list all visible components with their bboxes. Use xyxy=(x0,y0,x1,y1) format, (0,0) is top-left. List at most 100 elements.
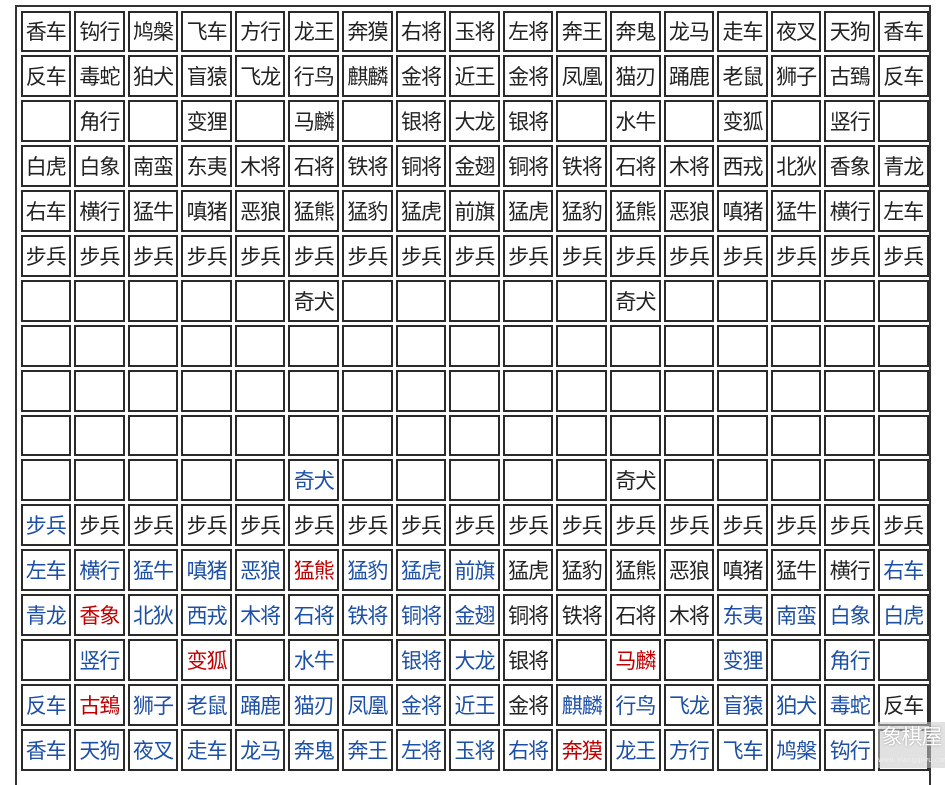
board-square-empty[interactable] xyxy=(663,369,715,412)
board-square-piece[interactable]: 猛牛 xyxy=(770,190,822,232)
board-square-piece[interactable]: 金翅 xyxy=(449,594,500,636)
board-square-piece[interactable]: 反车 xyxy=(20,683,72,726)
board-square-empty[interactable] xyxy=(824,369,875,412)
board-square-piece[interactable]: 左将 xyxy=(395,728,447,771)
board-square-piece[interactable]: 变狸 xyxy=(181,100,232,143)
board-square-empty[interactable] xyxy=(20,414,72,457)
board-square-empty[interactable] xyxy=(610,324,661,367)
board-square-piece[interactable]: 步兵 xyxy=(74,234,125,277)
board-square-empty[interactable] xyxy=(74,369,125,412)
board-square-empty[interactable] xyxy=(127,638,179,681)
board-square-empty[interactable] xyxy=(20,324,72,367)
board-square-piece[interactable]: 步兵 xyxy=(127,234,179,277)
board-square-piece[interactable]: 老鼠 xyxy=(717,55,768,98)
board-square-piece[interactable]: 行鸟 xyxy=(610,683,661,726)
board-square-empty[interactable] xyxy=(770,369,822,412)
board-square-piece[interactable]: 鸠槃 xyxy=(127,10,179,53)
board-square-piece[interactable]: 麒麟 xyxy=(342,55,393,98)
board-square-empty[interactable] xyxy=(20,100,72,143)
board-square-piece[interactable]: 夜叉 xyxy=(770,10,822,53)
board-square-piece[interactable]: 木将 xyxy=(663,145,715,188)
board-square-piece[interactable]: 步兵 xyxy=(663,234,715,277)
board-square-piece[interactable]: 左车 xyxy=(878,190,929,232)
board-square-piece[interactable]: 步兵 xyxy=(717,504,768,547)
board-square-piece[interactable]: 西戎 xyxy=(717,145,768,188)
board-square-piece[interactable]: 奇犬 xyxy=(288,459,340,502)
board-square-piece[interactable]: 嗔猪 xyxy=(181,190,232,232)
board-square-piece[interactable]: 香车 xyxy=(20,10,72,53)
board-square-empty[interactable] xyxy=(502,414,554,457)
board-square-empty[interactable] xyxy=(20,638,72,681)
board-square-piece[interactable]: 右将 xyxy=(502,728,554,771)
board-square-empty[interactable] xyxy=(181,459,232,502)
board-square-empty[interactable] xyxy=(395,324,447,367)
board-square-piece[interactable]: 马麟 xyxy=(610,638,661,681)
board-square-piece[interactable]: 行鸟 xyxy=(288,55,340,98)
board-square-empty[interactable] xyxy=(610,369,661,412)
board-square-empty[interactable] xyxy=(74,279,125,322)
board-square-piece[interactable]: 铜将 xyxy=(502,145,554,188)
board-square-empty[interactable] xyxy=(770,638,822,681)
board-square-empty[interactable] xyxy=(610,414,661,457)
board-square-piece[interactable]: 天狗 xyxy=(824,10,875,53)
board-square-piece[interactable]: 大龙 xyxy=(449,638,500,681)
board-square-piece[interactable]: 金将 xyxy=(395,55,447,98)
board-square-piece[interactable]: 石将 xyxy=(288,145,340,188)
board-square-piece[interactable]: 踊鹿 xyxy=(663,55,715,98)
board-square-piece[interactable]: 步兵 xyxy=(878,504,929,547)
board-square-empty[interactable] xyxy=(288,369,340,412)
board-square-empty[interactable] xyxy=(342,459,393,502)
board-square-piece[interactable]: 步兵 xyxy=(556,234,608,277)
board-square-piece[interactable]: 步兵 xyxy=(717,234,768,277)
board-square-piece[interactable]: 飞龙 xyxy=(234,55,286,98)
board-square-empty[interactable] xyxy=(127,369,179,412)
board-square-piece[interactable]: 西戎 xyxy=(181,594,232,636)
board-square-piece[interactable]: 步兵 xyxy=(20,504,72,547)
board-square-piece[interactable]: 奔鬼 xyxy=(610,10,661,53)
board-square-piece[interactable]: 步兵 xyxy=(556,504,608,547)
board-square-piece[interactable]: 马麟 xyxy=(288,100,340,143)
board-square-empty[interactable] xyxy=(342,414,393,457)
board-square-piece[interactable]: 盲猿 xyxy=(717,683,768,726)
board-square-piece[interactable]: 近王 xyxy=(449,683,500,726)
board-square-piece[interactable]: 铁将 xyxy=(556,145,608,188)
board-square-piece[interactable]: 玉将 xyxy=(449,728,500,771)
board-square-empty[interactable] xyxy=(663,279,715,322)
board-square-piece[interactable]: 左车 xyxy=(20,549,72,592)
board-square-piece[interactable]: 水牛 xyxy=(288,638,340,681)
board-square-empty[interactable] xyxy=(824,279,875,322)
board-square-empty[interactable] xyxy=(181,279,232,322)
board-square-piece[interactable]: 毒蛇 xyxy=(824,683,875,726)
board-square-piece[interactable]: 奔鬼 xyxy=(288,728,340,771)
board-square-empty[interactable] xyxy=(395,414,447,457)
board-square-piece[interactable]: 步兵 xyxy=(502,234,554,277)
board-square-empty[interactable] xyxy=(663,638,715,681)
board-square-piece[interactable]: 步兵 xyxy=(342,504,393,547)
board-square-piece[interactable]: 右车 xyxy=(20,190,72,232)
board-square-piece[interactable]: 反车 xyxy=(878,55,929,98)
board-square-piece[interactable]: 猛牛 xyxy=(127,549,179,592)
board-square-piece[interactable]: 大龙 xyxy=(449,100,500,143)
board-square-empty[interactable] xyxy=(878,100,929,143)
board-square-piece[interactable]: 狮子 xyxy=(770,55,822,98)
board-square-empty[interactable] xyxy=(878,638,929,681)
board-square-empty[interactable] xyxy=(181,414,232,457)
board-square-piece[interactable]: 香车 xyxy=(878,10,929,53)
board-square-piece[interactable]: 猛豹 xyxy=(556,190,608,232)
board-square-piece[interactable]: 金将 xyxy=(395,683,447,726)
board-square-piece[interactable]: 奔王 xyxy=(556,10,608,53)
board-square-piece[interactable]: 银将 xyxy=(502,100,554,143)
board-square-empty[interactable] xyxy=(181,369,232,412)
board-square-empty[interactable] xyxy=(824,324,875,367)
board-square-piece[interactable]: 步兵 xyxy=(288,504,340,547)
board-square-piece[interactable]: 石将 xyxy=(288,594,340,636)
board-square-empty[interactable] xyxy=(20,459,72,502)
board-square-empty[interactable] xyxy=(556,414,608,457)
board-square-piece[interactable]: 猛虎 xyxy=(395,190,447,232)
board-square-piece[interactable]: 步兵 xyxy=(878,234,929,277)
board-square-piece[interactable]: 猛虎 xyxy=(502,190,554,232)
board-square-empty[interactable] xyxy=(878,459,929,502)
board-square-empty[interactable] xyxy=(234,324,286,367)
board-square-empty[interactable] xyxy=(127,459,179,502)
board-square-empty[interactable] xyxy=(502,324,554,367)
